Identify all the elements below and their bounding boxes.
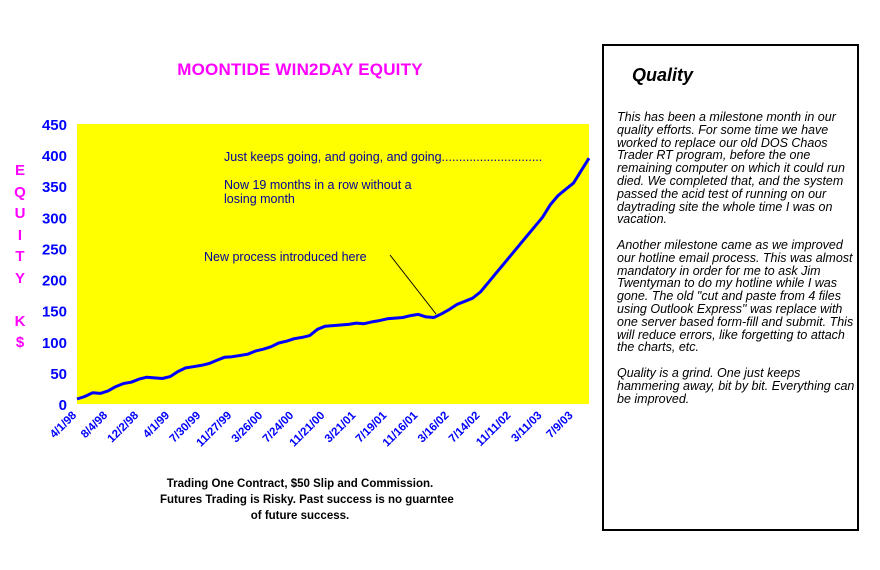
x-tick-label: 3/16/02 (416, 410, 452, 446)
y-axis-label-letter: $ (15, 334, 25, 351)
y-axis-label-letter: T (15, 248, 25, 265)
y-axis-label-letter: K (14, 312, 26, 330)
y-tick-label: 300 (42, 210, 67, 227)
equity-line (76, 157, 591, 401)
y-tick-label: 50 (50, 366, 67, 383)
panel-paragraph: This has been a milestone month in our q… (617, 110, 845, 227)
x-tick-label: 12/2/98 (106, 409, 142, 445)
y-tick-label: 400 (42, 148, 67, 165)
x-tick-label: 11/16/01 (381, 409, 421, 449)
panel-paragraph: Quality is a grind. One just keeps hamme… (617, 365, 855, 406)
y-tick-label: 100 (42, 335, 67, 352)
y-tick-label: 200 (42, 273, 67, 290)
chart-annotation: losing month (224, 192, 295, 206)
footnote-line: Futures Trading is Risky. Past success i… (160, 494, 454, 506)
panel-paragraph: Another milestone came as we improved ou… (617, 237, 854, 355)
y-axis-label-letter: Y (14, 269, 25, 287)
y-tick-label: 450 (42, 117, 67, 134)
panel-heading: Quality (632, 65, 694, 85)
footnote-line: of future success. (250, 510, 350, 522)
x-tick-label: 7/9/03 (545, 410, 576, 441)
chart-footnote: Trading One Contract, $50 Slip and Commi… (160, 476, 454, 524)
footnote-line: Trading One Contract, $50 Slip and Commi… (166, 478, 434, 490)
plot-area (77, 124, 589, 404)
y-tick-label: 250 (42, 241, 67, 258)
x-tick-label: 3/21/01 (323, 409, 359, 445)
y-axis-label-letter: E (14, 162, 25, 179)
y-axis-label-letter: U (14, 205, 26, 222)
chart-title: MOONTIDE WIN2DAY EQUITY (177, 60, 423, 79)
y-axis-label-letter: I (17, 226, 23, 244)
panel-body: This has been a milestone month in our q… (617, 111, 861, 418)
chart-annotation: New process introduced here (204, 250, 367, 264)
annotation-leader-line (389, 254, 437, 315)
y-tick-label: 350 (42, 179, 67, 196)
quality-panel: Quality This has been a milestone month … (602, 44, 859, 531)
y-tick-label: 150 (42, 304, 67, 321)
chart-annotation: Now 19 months in a row without a (224, 178, 412, 192)
y-tick-label: 0 (59, 397, 67, 414)
x-tick-label: 11/11/02 (474, 410, 513, 449)
x-tick-label: 3/11/03 (509, 410, 544, 445)
x-tick-label: 3/26/00 (230, 410, 266, 446)
y-axis-label-letter: Q (14, 183, 26, 201)
chart-annotation: Just keeps going, and going, and going..… (224, 150, 542, 164)
